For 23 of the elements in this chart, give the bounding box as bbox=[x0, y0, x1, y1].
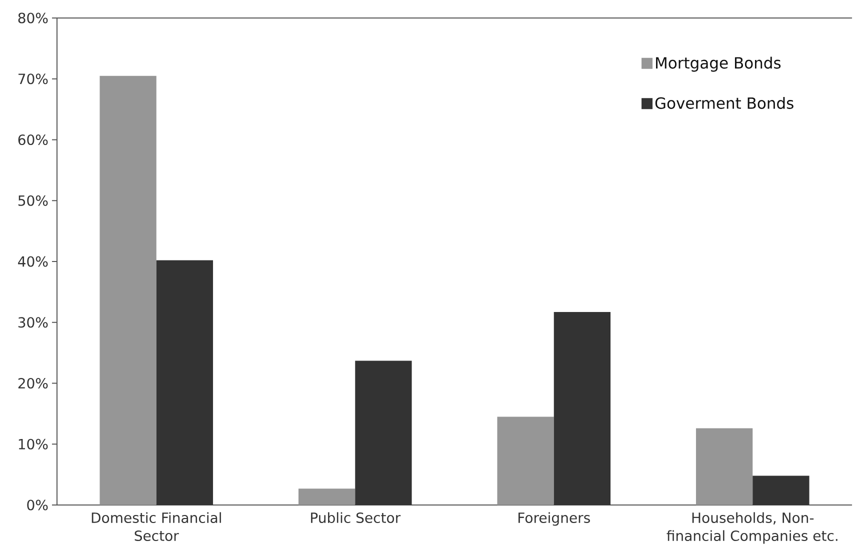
y-tick-label: 20% bbox=[18, 378, 48, 389]
bar bbox=[355, 360, 412, 505]
y-tick-label: 80% bbox=[18, 12, 48, 24]
bar bbox=[100, 76, 156, 505]
bar bbox=[298, 488, 356, 505]
x-tick-label: Public Sector bbox=[311, 512, 401, 524]
x-tick-label: Foreigners bbox=[518, 512, 590, 526]
y-tick-label: 50% bbox=[18, 195, 48, 206]
y-tick-label: 30% bbox=[18, 317, 48, 328]
bar bbox=[554, 312, 611, 505]
legend-label: Goverment Bonds bbox=[655, 96, 794, 109]
y-tick-label: 60% bbox=[18, 134, 48, 146]
y-tick-label: 10% bbox=[18, 438, 48, 450]
bar bbox=[497, 416, 554, 505]
y-tick-label: 70% bbox=[18, 74, 48, 84]
legend-label: Mortgage Bonds bbox=[656, 56, 781, 72]
bar bbox=[752, 476, 810, 505]
bar bbox=[156, 260, 214, 505]
y-tick-label: 0% bbox=[27, 500, 48, 510]
y-tick-label: 40% bbox=[18, 256, 48, 267]
bar bbox=[696, 428, 753, 505]
x-tick-label: Households, Non-financial Companies etc. bbox=[666, 512, 838, 544]
x-tick-label: Domestic Financial Sector bbox=[92, 512, 221, 542]
